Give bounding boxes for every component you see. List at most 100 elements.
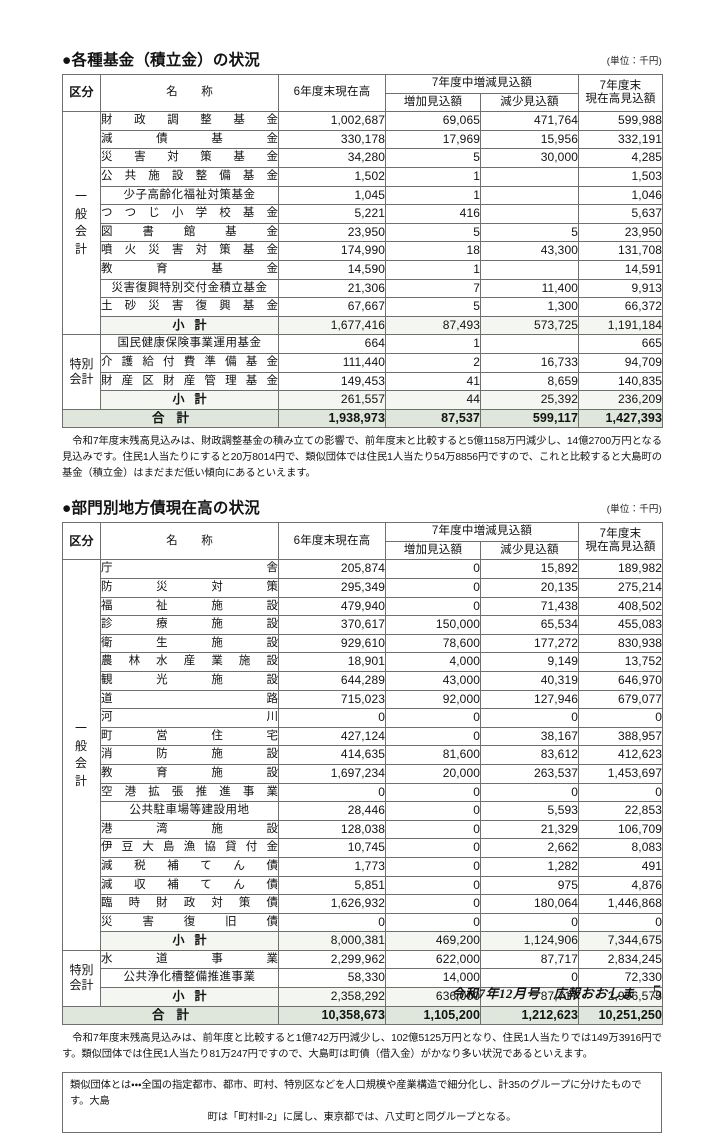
- bonds-table: 区分 名 称 6年度末現在高 7年度中増減見込額 7年度末 現在高見込額 増加見…: [62, 522, 664, 1026]
- row-value-balance-y6: 5,221: [278, 204, 386, 224]
- row-name: 庁舎: [100, 559, 279, 580]
- row-value-balance-y7: 646,970: [578, 670, 664, 691]
- row-name: 衛生施設: [100, 633, 279, 654]
- row-value-increase: 0: [385, 838, 481, 858]
- row-value-decrease: 71,438: [479, 596, 580, 617]
- table-row: 観光施設 644,289 43,000 40,319 646,970: [63, 670, 664, 691]
- row-name: 農林水産業施設: [100, 652, 279, 672]
- row-value-balance-y6: 1,502: [278, 167, 386, 187]
- subtotal-label: 小計: [100, 987, 279, 1007]
- table-row: 特別 会計 水道事業 2,299,962 622,000 87,717 2,834,245: [62, 949, 664, 1007]
- row-value-balance-y7: 599,988: [578, 111, 664, 131]
- row-value-increase: 43,000: [385, 670, 481, 691]
- table-row: 減債基金 330,178 17,969 15,956 332,191: [63, 129, 664, 150]
- row-name: 防災対策: [100, 578, 279, 598]
- table-row: 減収補てん債 5,851 0 975 4,876: [63, 875, 664, 896]
- col-header-balance-y6: 6年度末現在高: [278, 522, 386, 561]
- subtotal-value-3: 87,717: [479, 987, 580, 1007]
- row-value-balance-y6: 14,590: [278, 259, 386, 280]
- row-value-increase: 20,000: [385, 763, 481, 784]
- col-header-balance-y7-line2: 現在高見込額: [585, 541, 656, 554]
- subtotal-row: 小計 2,358,292 636,000 87,717 2,906,575: [63, 987, 664, 1007]
- table-row: 災害対策基金 34,280 5 30,000 4,285: [63, 148, 664, 169]
- kubun-general-account: 一般会計: [62, 559, 101, 951]
- table-row: 災害復旧債 0 0 0 0: [63, 912, 664, 933]
- row-value-balance-y6: 34,280: [278, 148, 386, 169]
- table-row: 消防施設 414,635 81,600 83,612 412,623: [63, 745, 664, 765]
- row-name: 臨時財政対策債: [100, 894, 279, 914]
- subtotal-value-3: 25,392: [479, 390, 580, 410]
- row-value-balance-y6: 929,610: [278, 633, 386, 654]
- col-header-balance-y7: 7年度末 現在高見込額: [578, 74, 664, 113]
- table-row: 臨時財政対策債 1,626,932 0 180,064 1,446,868: [63, 894, 664, 914]
- row-value-decrease: 8,659: [479, 371, 580, 392]
- row-value-increase: 0: [385, 559, 481, 580]
- similar-municipality-note: 類似団体とは・・・全国の指定都市、都市、町村、特別区などを人口規模や産業構造で細…: [62, 1072, 662, 1133]
- section1-unit-label: (単位：千円): [606, 56, 662, 68]
- row-value-balance-y7: 131,708: [578, 241, 664, 261]
- table-row: 伊豆大島漁協貸付金 10,745 0 2,662 8,083: [63, 838, 664, 858]
- row-value-balance-y6: 330,178: [278, 129, 386, 150]
- table-row: 町営住宅 427,124 0 38,167 388,957: [63, 726, 664, 747]
- row-name: 観光施設: [100, 670, 279, 691]
- row-name: 土砂災害復興基金: [100, 297, 279, 317]
- row-value-decrease: 43,300: [479, 241, 580, 261]
- table-row: 農林水産業施設 18,901 4,000 9,149 13,752: [63, 652, 664, 672]
- row-value-balance-y6: 2,299,962: [278, 949, 386, 970]
- row-value-balance-y7: 23,950: [578, 222, 664, 243]
- row-name: 減収補てん債: [100, 875, 279, 896]
- row-value-balance-y6: 0: [278, 782, 386, 803]
- row-value-decrease: 471,764: [479, 111, 580, 131]
- row-value-decrease: 1,282: [479, 856, 580, 877]
- table-row: 噴火災害対策基金 174,990 18 43,300 131,708: [63, 241, 664, 261]
- table-row: 災害復興特別交付金積立基金 21,306 7 11,400 9,913: [63, 278, 664, 299]
- row-value-decrease: 180,064: [479, 894, 580, 914]
- row-value-balance-y6: 205,874: [278, 559, 386, 580]
- row-name: 伊豆大島漁協貸付金: [100, 838, 279, 858]
- row-value-increase: 0: [385, 894, 481, 914]
- row-value-balance-y6: 1,002,687: [278, 111, 386, 131]
- row-value-balance-y6: 715,023: [278, 689, 386, 710]
- row-value-increase: 150,000: [385, 615, 481, 635]
- row-value-balance-y6: 5,851: [278, 875, 386, 896]
- row-value-balance-y7: 140,835: [578, 371, 664, 392]
- note-box-line1: 類似団体とは・・・全国の指定都市、都市、町村、特別区などを人口規模や産業構造で細…: [70, 1080, 642, 1108]
- row-value-increase: 0: [385, 912, 481, 933]
- row-value-decrease: 5: [479, 222, 580, 243]
- row-name: 診療施設: [100, 615, 279, 635]
- row-value-balance-y7: 830,938: [578, 633, 664, 654]
- row-value-balance-y6: 128,038: [278, 819, 386, 840]
- row-value-balance-y7: 189,982: [578, 559, 664, 580]
- col-header-decrease: 減少見込額: [479, 92, 580, 113]
- row-value-decrease: [479, 204, 580, 224]
- row-value-balance-y7: 22,853: [578, 801, 664, 821]
- kubun-char: 計: [74, 773, 88, 788]
- kubun-general-account: 一般会計: [62, 111, 101, 336]
- row-value-balance-y7: 0: [578, 912, 664, 933]
- subtotal-value-3: 1,124,906: [479, 931, 580, 951]
- row-name: 公共駐車場等建設用地: [100, 801, 279, 821]
- kubun-special-account: 特別 会計: [62, 949, 101, 1007]
- col-header-decrease: 減少見込額: [479, 540, 580, 561]
- row-value-increase: 1: [385, 185, 481, 206]
- table-row: 財産区財産管理基金 149,453 41 8,659 140,835: [63, 371, 664, 392]
- col-header-balance-y7-line1: 7年度末: [599, 79, 642, 92]
- row-value-decrease: 1,300: [479, 297, 580, 317]
- kubun-char: 会計: [69, 978, 94, 993]
- row-value-decrease: 11,400: [479, 278, 580, 299]
- page: ●各種基金（積立金）の状況 (単位：千円) 区分 名 称 6年度末現在高 7年度…: [62, 52, 664, 1133]
- col-header-balance-y7: 7年度末 現在高見込額: [578, 522, 664, 561]
- row-value-balance-y6: 149,453: [278, 371, 386, 392]
- row-value-balance-y7: 9,913: [578, 278, 664, 299]
- total-row: 合計 10,358,673 1,105,200 1,212,623 10,251,250: [62, 1005, 664, 1026]
- table-row: 公共施設整備基金 1,502 1 1,503: [63, 167, 664, 187]
- row-value-balance-y7: 13,752: [578, 652, 664, 672]
- row-value-balance-y6: 1,045: [278, 185, 386, 206]
- table-row: 河川 0 0 0 0: [63, 708, 664, 728]
- section2-title: ●部門別地方債現在高の状況: [62, 500, 260, 518]
- row-value-increase: 2: [385, 352, 481, 373]
- subtotal-value-2: 469,200: [385, 931, 481, 951]
- row-value-increase: 1: [385, 167, 481, 187]
- row-value-balance-y7: 4,876: [578, 875, 664, 896]
- row-value-increase: 0: [385, 726, 481, 747]
